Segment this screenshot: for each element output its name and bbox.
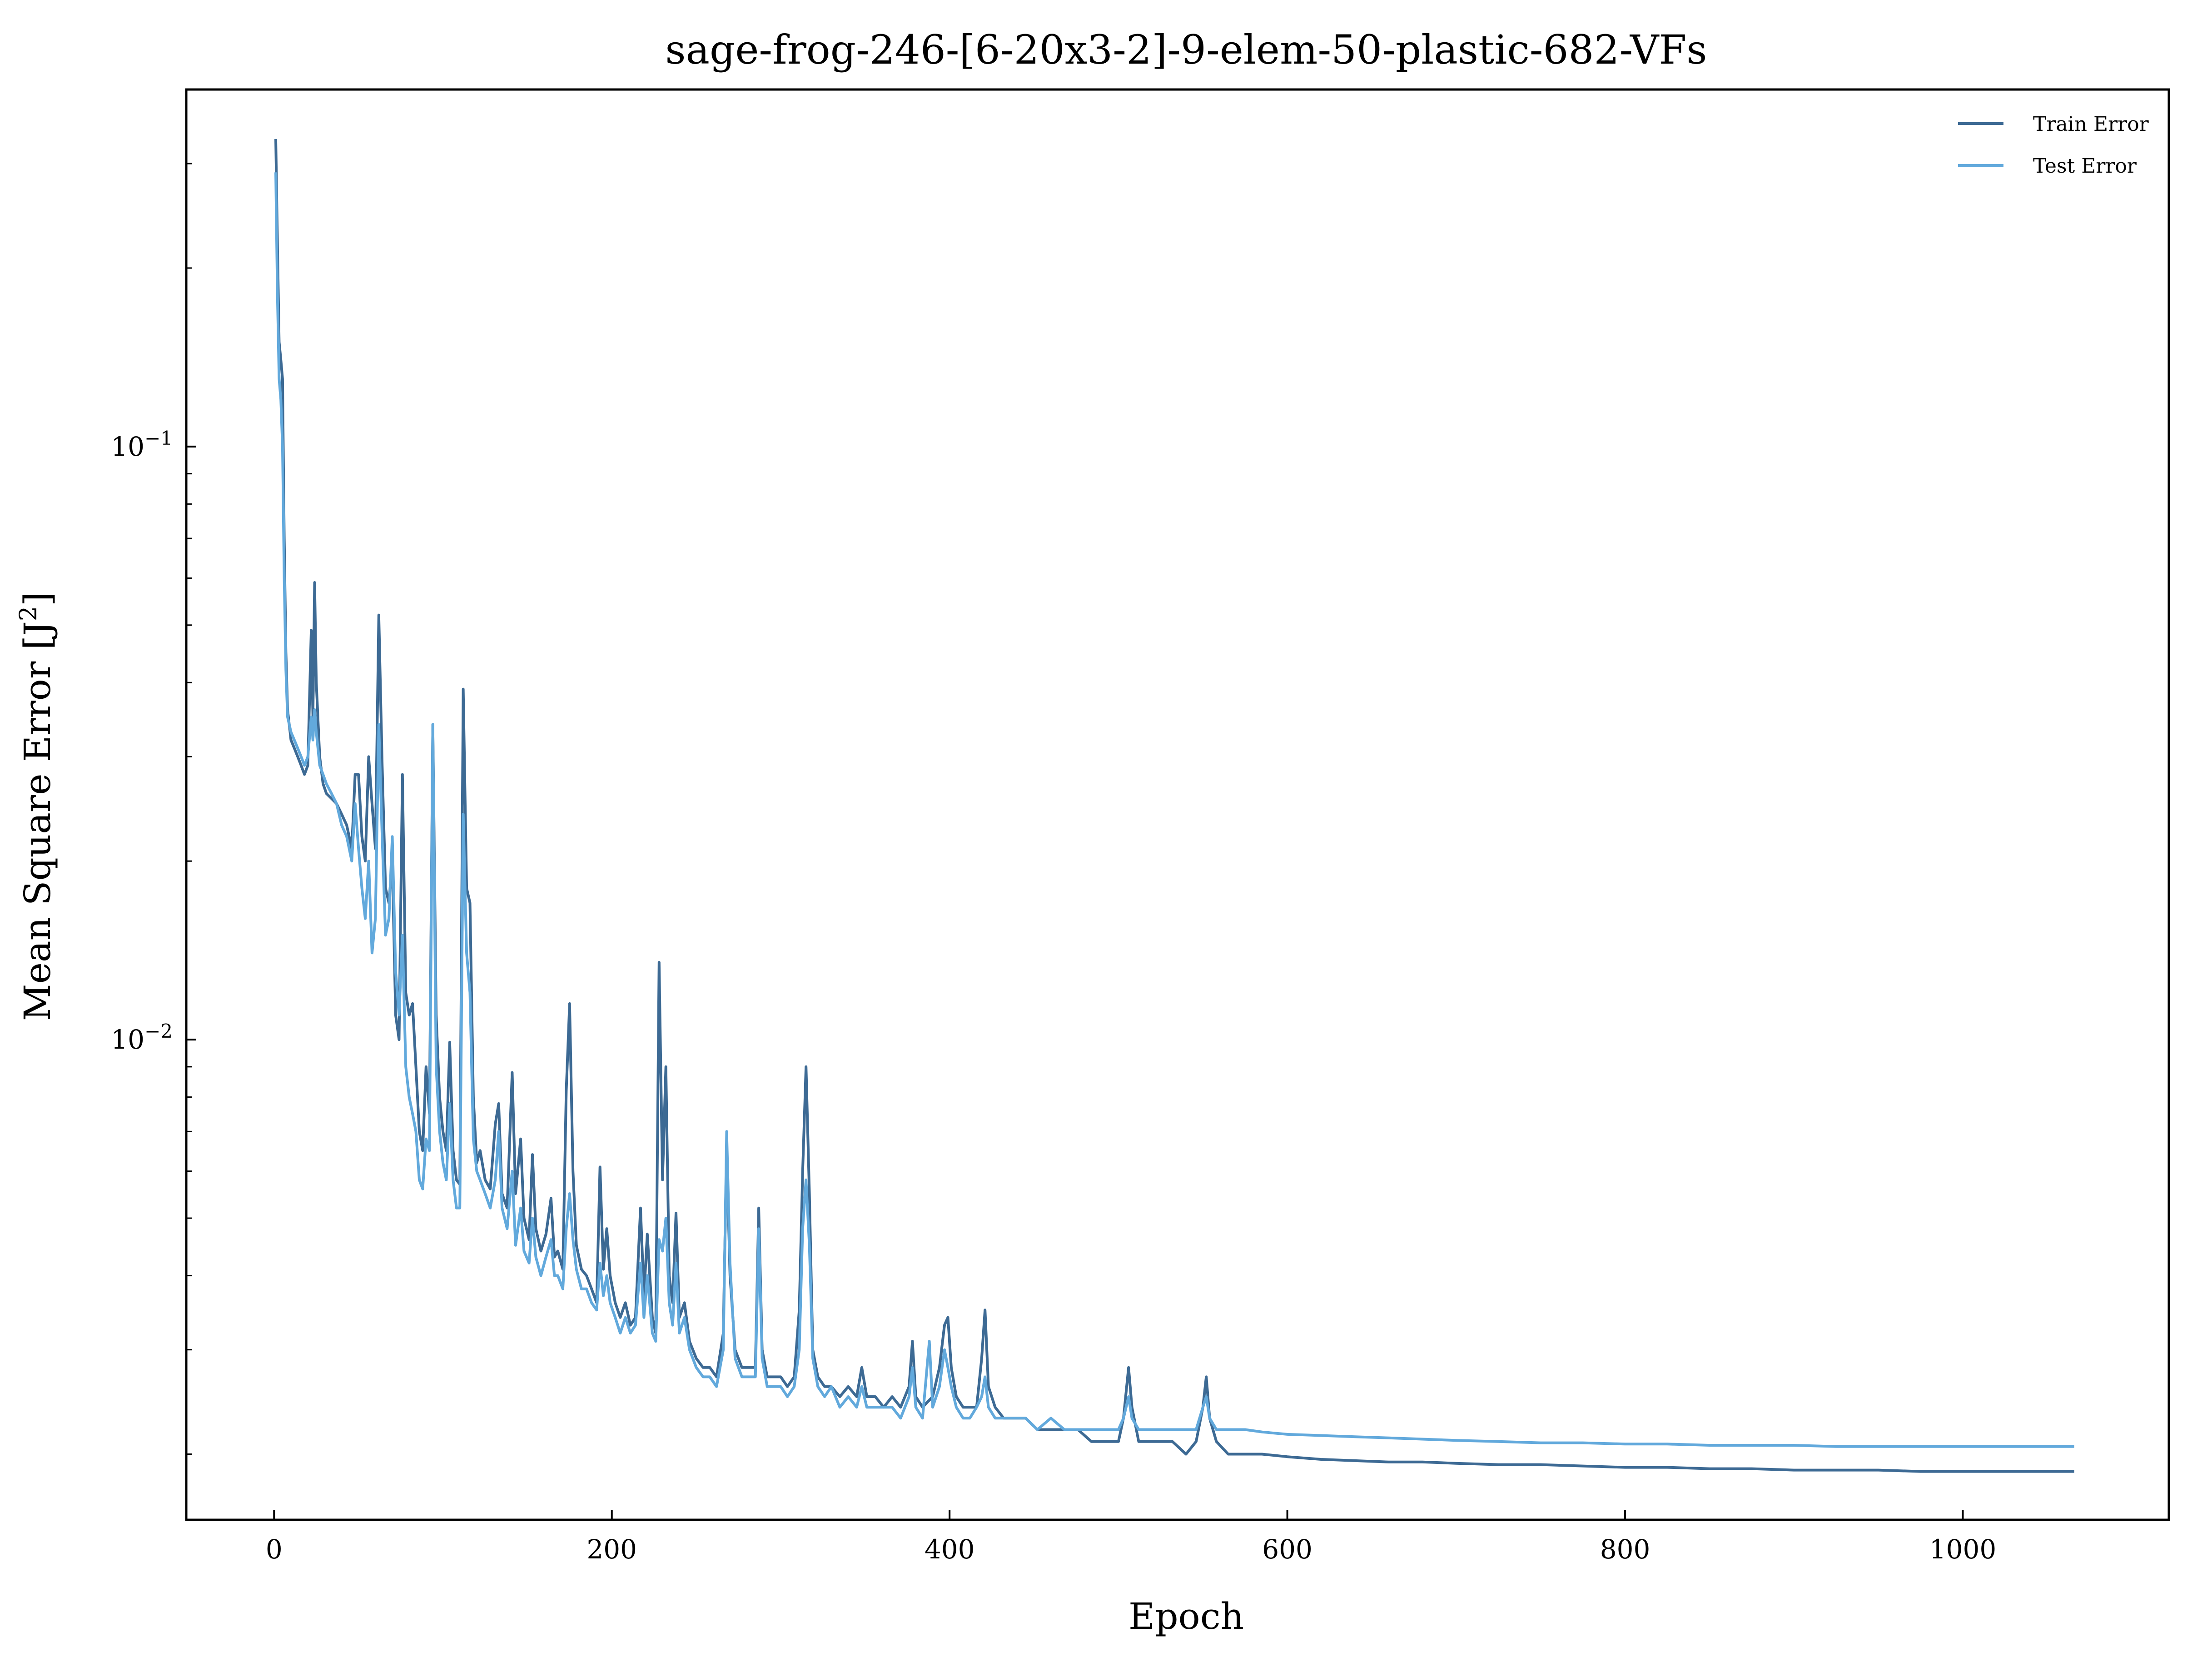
plot-frame — [185, 88, 2170, 1521]
y-axis-label-end: ] — [16, 592, 59, 606]
x-axis: 0 200 400 600 800 1000 — [266, 1510, 1996, 1565]
y-axis-label: Mean Square Error [J2] — [15, 592, 59, 1021]
x-tick-label: 400 — [925, 1534, 975, 1565]
x-tick-label: 200 — [587, 1534, 637, 1565]
y-tick-label: 10−2 — [111, 1020, 173, 1055]
series-line-train-error — [274, 139, 2074, 1473]
x-tick-label: 600 — [1262, 1534, 1312, 1565]
x-axis-label: Epoch — [1128, 1595, 1244, 1637]
legend-label: Test Error — [2033, 154, 2137, 178]
y-axis-label-main: Mean Square Error [J — [16, 621, 59, 1021]
y-axis-label-sup: 2 — [15, 606, 42, 621]
x-tick-label: 1000 — [1929, 1534, 1997, 1565]
y-axis: 10−1 10−2 — [111, 89, 196, 1455]
x-tick-label: 800 — [1600, 1534, 1650, 1565]
y-tick-label: 10−1 — [111, 427, 173, 462]
legend-label: Train Error — [2033, 113, 2149, 136]
legend: Train Error Test Error — [1958, 113, 2149, 178]
series-layer — [274, 139, 2074, 1473]
x-tick-label: 0 — [266, 1534, 283, 1565]
chart-title: sage-frog-246-[6-20x3-2]-9-elem-50-plast… — [665, 26, 1707, 73]
series-line-test-error — [274, 172, 2074, 1448]
